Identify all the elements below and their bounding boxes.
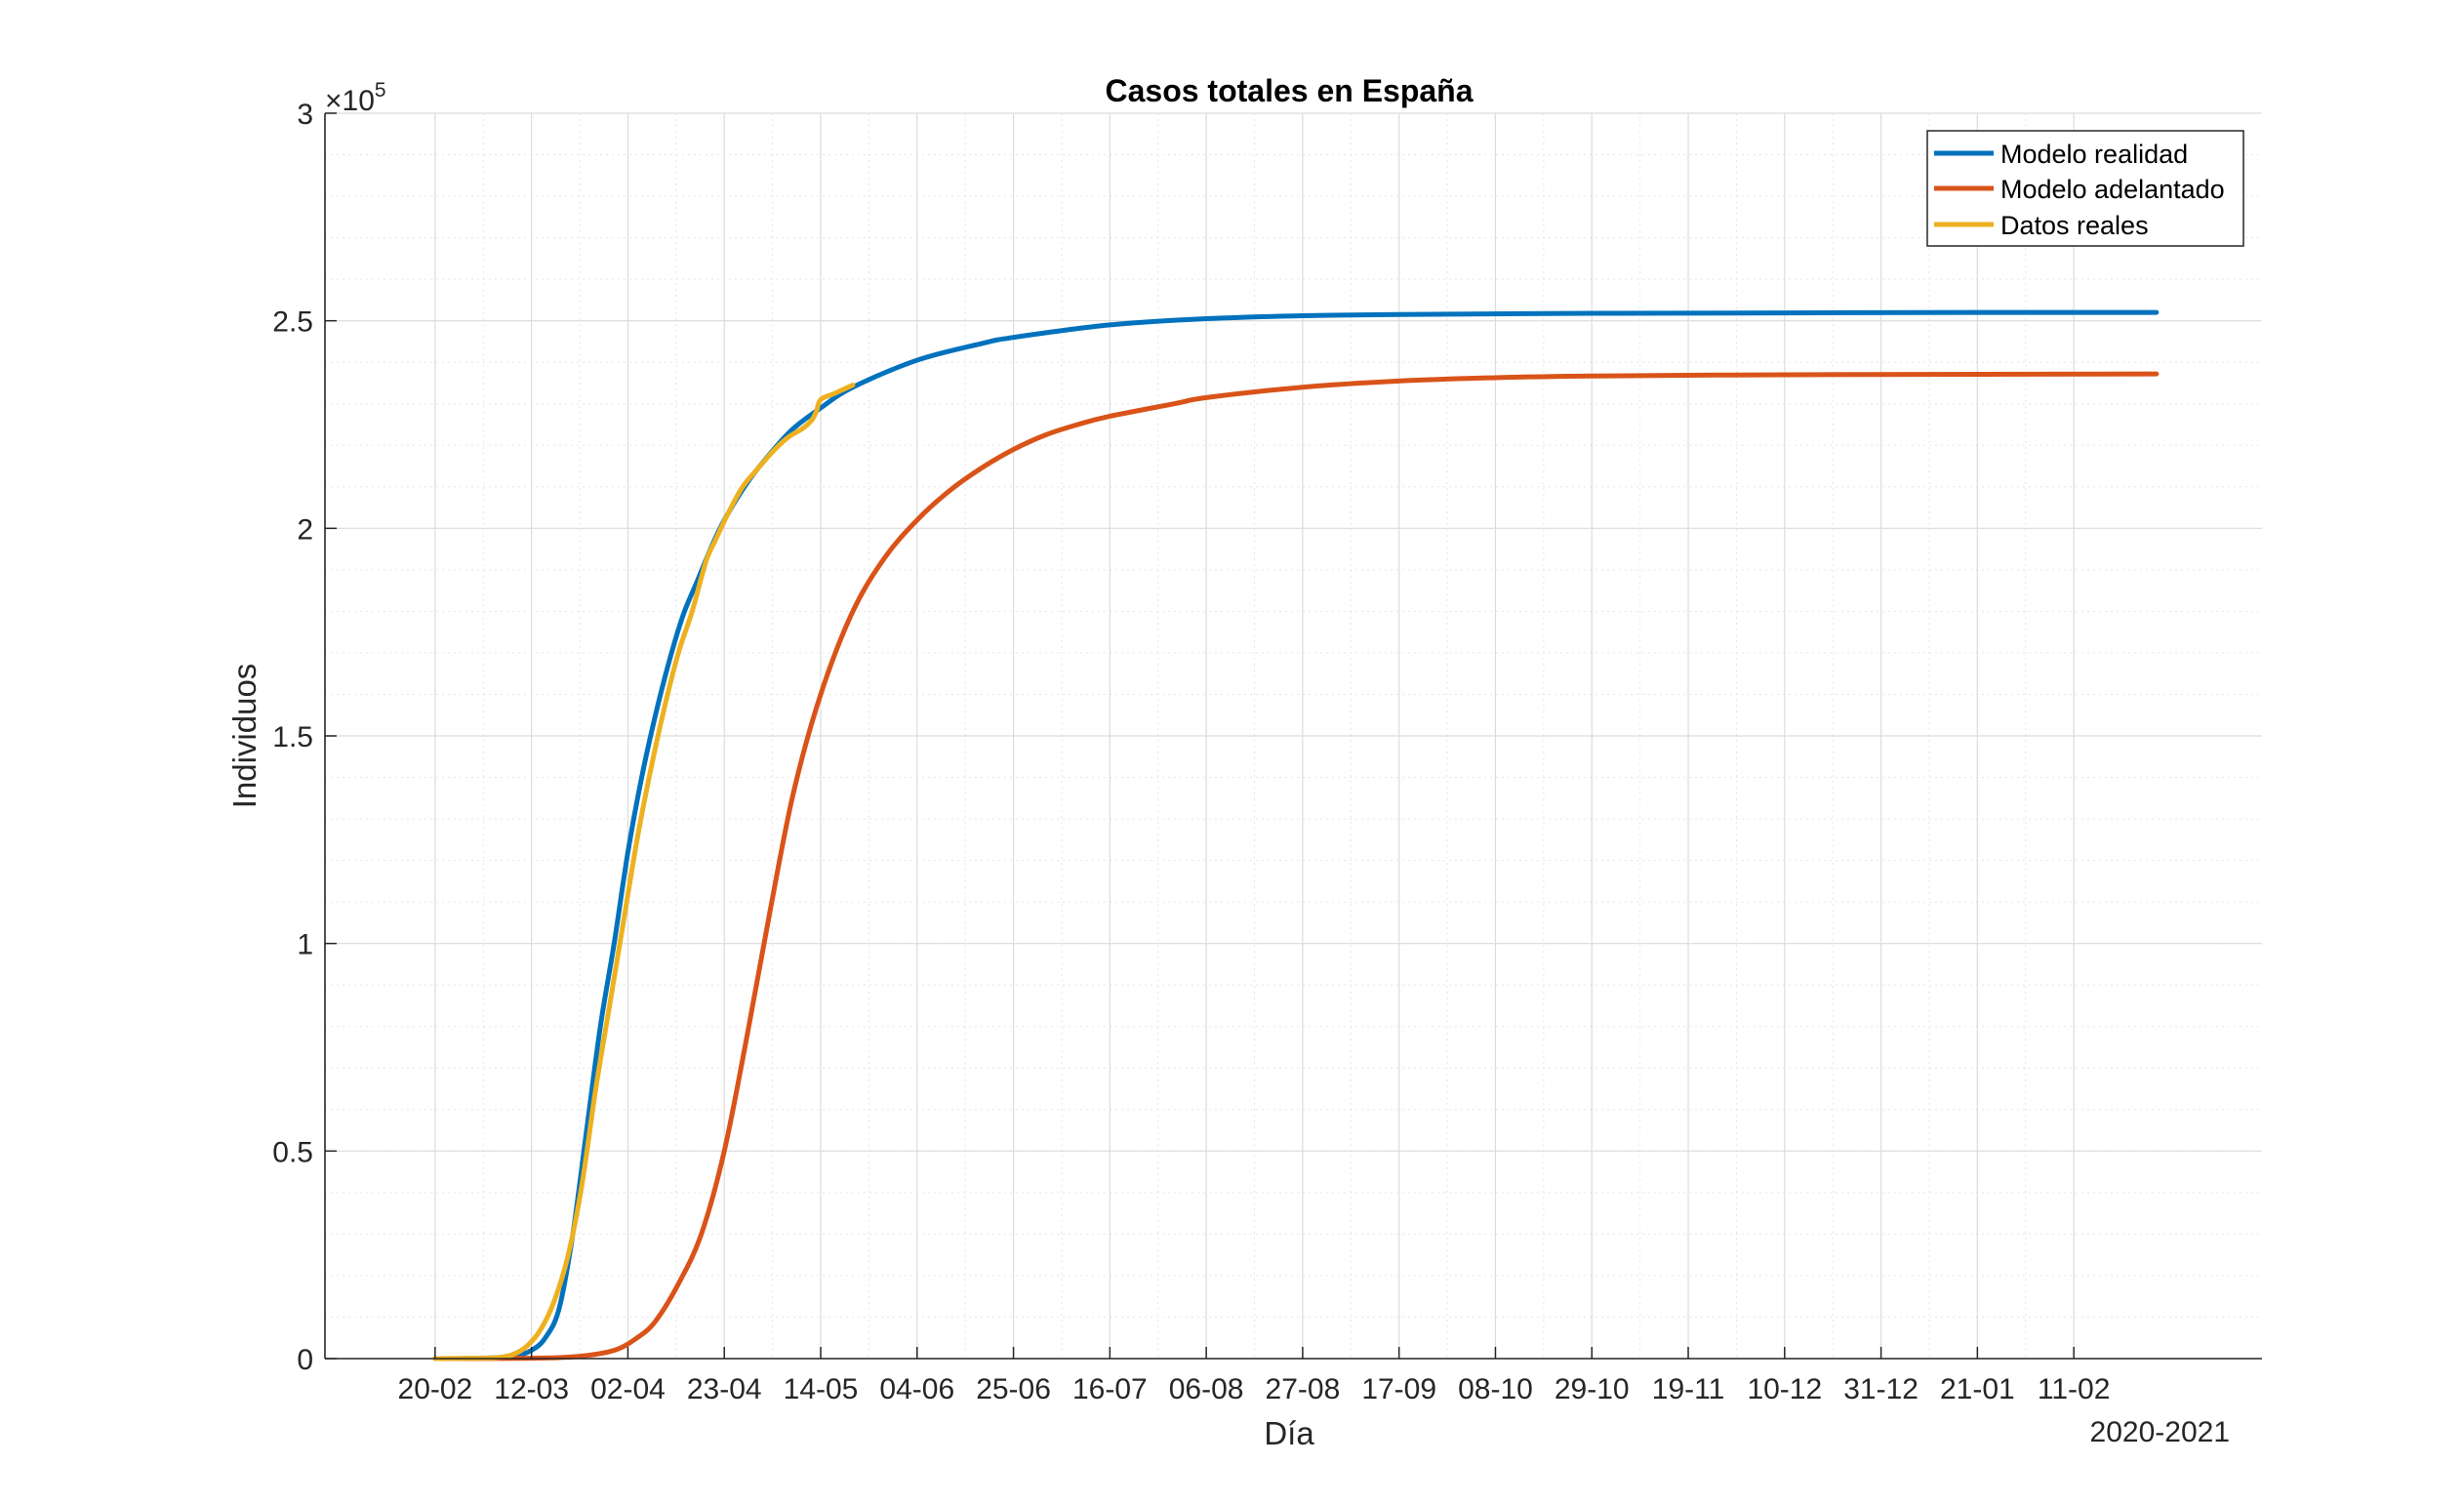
- x-tick-label: 17-09: [1361, 1373, 1436, 1405]
- y-tick-label: 0: [297, 1344, 313, 1376]
- x-tick-label: 08-10: [1458, 1373, 1533, 1405]
- y-tick-label: 2.5: [272, 306, 313, 339]
- x-tick-label: 31-12: [1843, 1373, 1919, 1405]
- legend-label-modelo-adelantado: Modelo adelantado: [2000, 175, 2225, 204]
- x-tick-label: 21-01: [1940, 1373, 2015, 1405]
- y-axis-label: Individuos: [226, 664, 263, 809]
- x-tick-label: 20-02: [398, 1373, 473, 1405]
- x-tick-label: 10-12: [1747, 1373, 1822, 1405]
- chart-title: Casos totales en España: [1105, 73, 1473, 108]
- y-tick-label: 1.5: [272, 721, 313, 753]
- legend-label-modelo-realidad: Modelo realidad: [2000, 140, 2188, 169]
- legend-label-datos-reales: Datos reales: [2000, 211, 2149, 240]
- y-exponent-base: ×10: [325, 85, 375, 117]
- x-tick-label: 11-02: [2038, 1373, 2111, 1405]
- tick-labels: 0 0.5 1 1.5 2 2.5 3 20-02 12-03 02-04 23-04 14-05 04…: [272, 99, 2110, 1405]
- x-axis-year-note: 2020-2021: [2090, 1416, 2230, 1448]
- y-tick-label: 1: [297, 929, 313, 961]
- y-exponent-power: 5: [375, 79, 386, 102]
- legend: Modelo realidad Modelo adelantado Datos …: [1926, 130, 2244, 247]
- x-tick-label: 16-07: [1072, 1373, 1148, 1405]
- x-axis-label: Día: [1264, 1415, 1314, 1451]
- major-grid: [325, 112, 2262, 1360]
- x-tick-label: 19-11: [1652, 1373, 1725, 1405]
- y-tick-label: 0.5: [272, 1136, 313, 1168]
- x-tick-label: 23-04: [687, 1373, 762, 1405]
- axes: [324, 112, 2262, 1360]
- x-tick-label: 25-06: [976, 1373, 1051, 1405]
- y-tick-label: 2: [297, 513, 313, 546]
- series-line-modelo-adelantado: [432, 371, 2160, 1362]
- x-tick-label: 29-10: [1555, 1373, 1630, 1405]
- x-tick-label: 02-04: [590, 1373, 666, 1405]
- x-tick-label: 12-03: [494, 1373, 569, 1405]
- x-tick-label: 06-08: [1169, 1373, 1244, 1405]
- series-line-datos-reales: [432, 383, 856, 1362]
- x-tick-label: 14-05: [784, 1373, 859, 1405]
- x-tick-label: 04-06: [879, 1373, 954, 1405]
- y-tick-label: 3: [297, 99, 313, 131]
- x-tick-label: 27-08: [1266, 1373, 1341, 1405]
- y-exponent-label: ×105: [325, 79, 386, 117]
- series-layer: [432, 309, 2160, 1362]
